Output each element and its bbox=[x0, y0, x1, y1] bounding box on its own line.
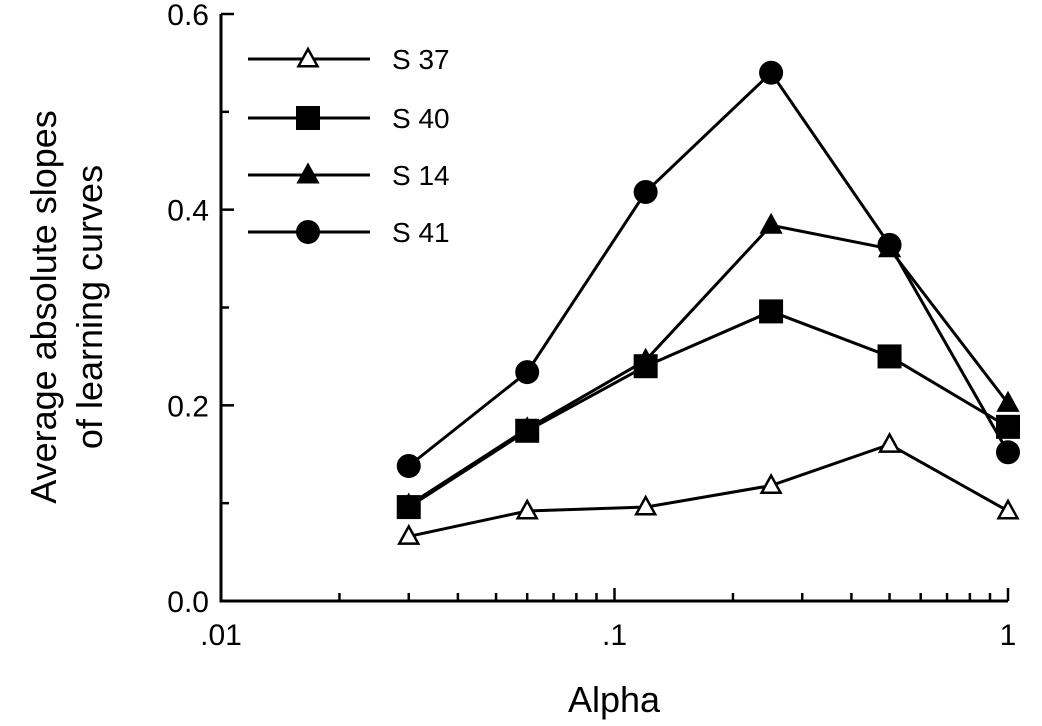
series-line-s14 bbox=[407, 223, 1010, 507]
legend: S 37 S 40 S 14 S 41 bbox=[248, 44, 450, 248]
series-line-s40 bbox=[407, 309, 1009, 509]
series-lines bbox=[407, 70, 1010, 538]
data-point-s37 bbox=[759, 472, 783, 495]
series-line-s37 bbox=[408, 442, 1009, 538]
data-point-s41 bbox=[759, 60, 784, 85]
data-point-s14 bbox=[397, 492, 421, 514]
data-point-s37 bbox=[397, 523, 421, 545]
legend-marker-s14 bbox=[296, 162, 320, 184]
legend-marker-s40 bbox=[296, 106, 320, 130]
data-point-s40 bbox=[759, 299, 784, 324]
data-point-s37 bbox=[996, 498, 1020, 520]
x-axis-label: Alpha bbox=[568, 679, 661, 720]
series-line-s41 bbox=[407, 70, 1010, 468]
x-tick-label: 1 bbox=[1000, 619, 1017, 652]
data-point-s37 bbox=[877, 431, 902, 453]
data-markers bbox=[396, 60, 1020, 545]
legend-label-s41: S 41 bbox=[392, 217, 450, 248]
data-point-s41 bbox=[996, 440, 1020, 465]
data-point-s37 bbox=[515, 498, 539, 520]
data-point-s41 bbox=[396, 453, 421, 478]
legend-marker-s37 bbox=[296, 46, 320, 68]
data-point-s41 bbox=[877, 232, 902, 257]
legend-label-s40: S 40 bbox=[392, 103, 450, 134]
plot-frame bbox=[219, 14, 1008, 603]
legend-label-s14: S 14 bbox=[392, 160, 450, 191]
data-point-s40 bbox=[877, 344, 902, 369]
x-tick-label: .1 bbox=[602, 619, 627, 652]
legend-marker-s41 bbox=[296, 220, 320, 244]
y-axis-ticks: 0.0 0.2 0.4 0.6 bbox=[167, 0, 234, 619]
data-point-s14 bbox=[759, 212, 783, 234]
data-point-s41 bbox=[633, 180, 658, 205]
y-tick-label: 0.0 bbox=[167, 586, 209, 619]
y-axis-label-line-1: Average absolute slopes bbox=[23, 110, 64, 504]
axes bbox=[219, 14, 1008, 603]
x-axis-ticks: .01 .1 1 bbox=[200, 588, 1016, 652]
y-tick-label: 0.4 bbox=[167, 195, 209, 228]
data-point-s14 bbox=[634, 347, 658, 369]
y-tick-label: 0.6 bbox=[167, 0, 209, 32]
legend-label-s37: S 37 bbox=[392, 44, 450, 75]
y-axis-label-line-2: of learning curves bbox=[69, 165, 110, 449]
data-point-s14 bbox=[996, 390, 1020, 412]
data-point-s14 bbox=[515, 416, 539, 438]
data-point-s41 bbox=[515, 360, 540, 385]
y-tick-label: 0.2 bbox=[167, 390, 209, 423]
x-tick-label: .01 bbox=[200, 619, 242, 652]
data-point-s40 bbox=[996, 414, 1020, 439]
data-point-s37 bbox=[634, 494, 658, 516]
